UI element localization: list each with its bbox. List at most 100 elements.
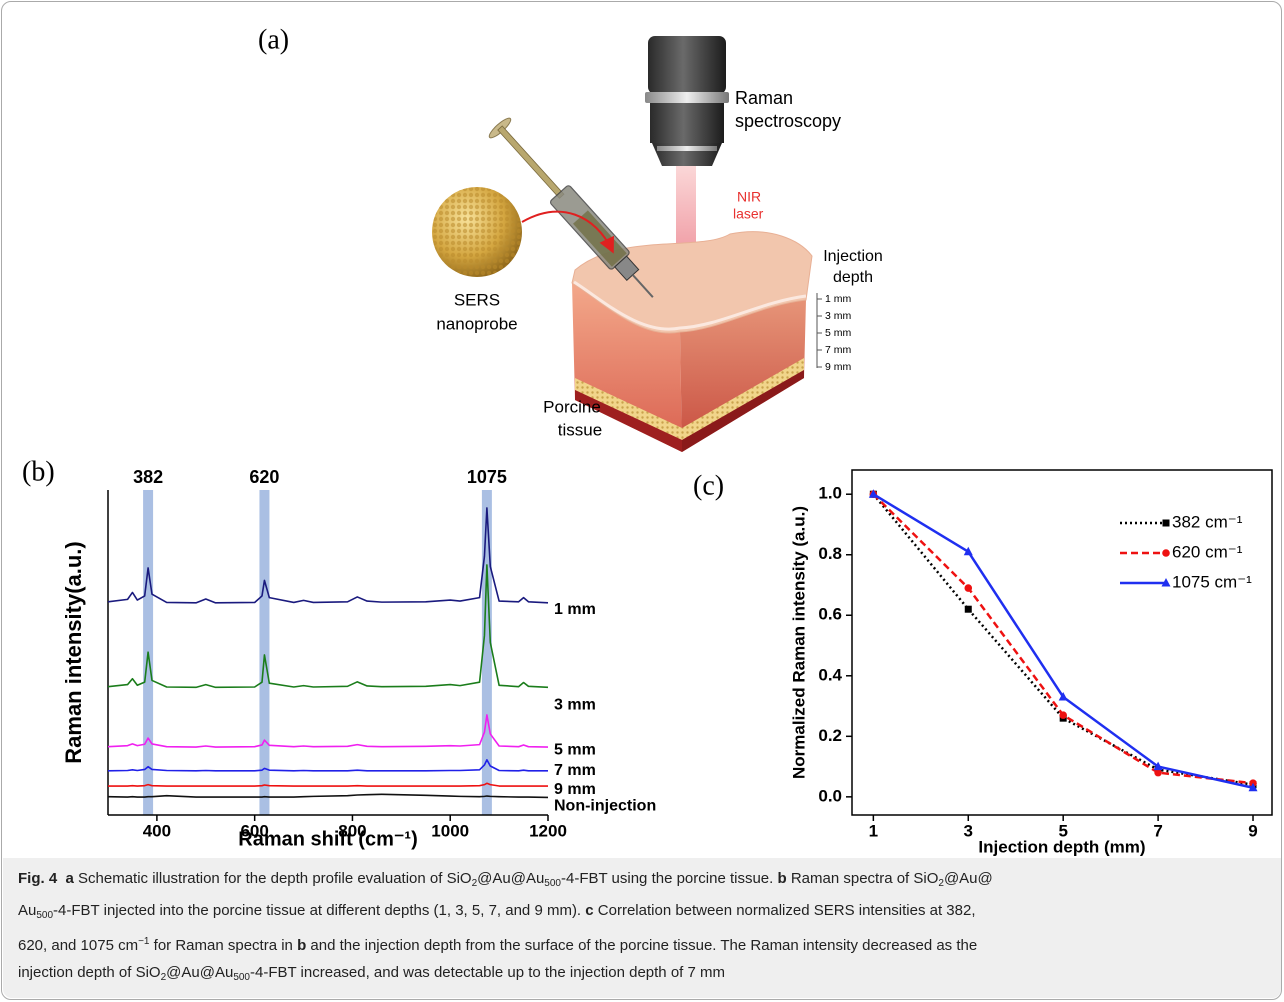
caption-text: -4-FBT increased, and was detectable up … [250,963,725,981]
x-tick-label: 1200 [529,821,567,840]
y-tick-label: 0.4 [818,665,842,684]
legend-label: 1075 cm⁻¹ [1172,572,1252,591]
caption-text: Au [18,901,37,919]
highlight-band [259,490,270,815]
highlight-band [481,490,492,815]
caption-text: Correlation between normalized SERS inte… [593,901,976,919]
depth-mark-label: 5 mm [825,327,852,339]
series-label: 1 mm [554,601,596,618]
x-tick-label: 400 [143,821,171,840]
objective-lens [645,36,729,166]
series-line [107,507,549,604]
marker [1154,768,1162,777]
depth-title: Injection [823,248,883,265]
plot-frame [851,469,1273,816]
x-tick-label: 1 [869,821,878,840]
marker [1058,691,1068,701]
caption-text: and the injection depth from the surface… [306,937,978,954]
caption-text: @Au@Au [166,963,234,981]
caption-text: Raman spectra of SiO [786,870,939,887]
caption-line: injection depth of SiO2@Au@Au500-4-FBT i… [18,960,993,992]
series-label: 9 mm [554,781,596,798]
caption-text: @Au@Au [477,870,545,887]
legend-label: 382 cm⁻¹ [1172,512,1243,531]
series-line [107,714,549,748]
caption-text: b [777,870,787,887]
x-tick-label: 9 [1248,821,1257,840]
figure: (a) [22,24,1273,856]
arrow [521,210,614,254]
marker [868,489,878,498]
schematic: (a) [258,24,883,452]
y-axis-label: Raman intensity(a.u.) [61,541,86,763]
caption-text: 620, and 1075 cm [18,937,139,954]
series-line [107,564,549,689]
series-label: 5 mm [554,741,596,758]
caption: Fig. 4 a Schematic illustration for the … [18,866,993,991]
depth-title: depth [833,269,873,286]
tissue-block [571,231,813,452]
y-tick-label: 0.2 [818,726,842,745]
caption-text: -4-FBT injected into the porcine tissue … [53,901,586,919]
marker [1059,711,1067,719]
x-tick-label: 600 [240,821,268,840]
marker [964,584,973,592]
caption-line: Au500-4-FBT injected into the porcine ti… [18,898,993,930]
y-tick-label: 0.0 [818,786,842,805]
caption-text: Schematic illustration for the depth pro… [73,870,472,887]
series-line [107,793,549,799]
panel-label: (a) [258,24,289,55]
y-tick-label: 0.6 [818,605,842,624]
x-tick-label: 800 [338,821,366,840]
caption-line: 620, and 1075 cm−1 for Raman spectra in … [18,929,993,960]
depth-mark-label: 3 mm [825,310,852,322]
probe-label: nanoprobe [436,314,517,333]
marker [1153,761,1163,771]
caption-line: Fig. 4 a Schematic illustration for the … [18,866,993,898]
probe-label: SERS [454,290,500,309]
y-axis-label: Normalized Raman intensity (a.u.) [789,506,808,779]
legend-label: 620 cm⁻¹ [1172,542,1243,561]
caption-text: 2 [471,878,478,889]
caption-text: @Au@ [943,870,993,887]
highlight-label: 1075 [467,467,507,487]
highlight-label: 620 [249,467,279,487]
tissue-label: Porcine [543,397,601,416]
x-axis-label: Raman shift (cm⁻¹) [238,828,417,850]
tissue-label: tissue [558,420,602,439]
y-tick-label: 1.0 [818,484,842,503]
marker [1161,578,1171,587]
caption-text: b [297,937,307,954]
x-axis-label: Injection depth (mm) [978,837,1145,856]
series-label: 3 mm [554,697,596,714]
caption-text: injection depth of SiO [18,963,161,981]
caption-text: 500 [544,878,561,889]
depth-mark-label: 7 mm [825,344,852,356]
caption-text: 2 [160,971,167,983]
series-label: Non-injection [554,798,656,815]
marker [1162,519,1170,527]
x-tick-label: 7 [1153,821,1162,840]
laser-label: NIR [737,189,761,205]
series-label: 7 mm [554,762,596,779]
x-tick-label: 5 [1058,821,1067,840]
panel-label: (b) [22,456,55,487]
depth-marks: 1 mm 3 mm 5 mm 7 mm 9 mm [817,293,852,373]
depth-mark-label: 9 mm [825,361,852,373]
y-tick-label: 0.8 [818,544,842,563]
series-line [108,782,548,787]
x-tick-label: 1000 [431,821,469,840]
panel-label: (c) [693,470,724,501]
caption-text: c [585,901,594,919]
caption-text: 500 [36,909,54,921]
caption-box: Fig. 4 a Schematic illustration for the … [3,858,1281,998]
microscope-label: Raman [735,88,793,108]
highlight-label: 382 [133,467,163,487]
caption-text: −1 [138,936,150,947]
nanoprobe [432,187,522,277]
marker [963,546,973,556]
caption-text: 2 [938,878,944,889]
marker [964,605,972,613]
